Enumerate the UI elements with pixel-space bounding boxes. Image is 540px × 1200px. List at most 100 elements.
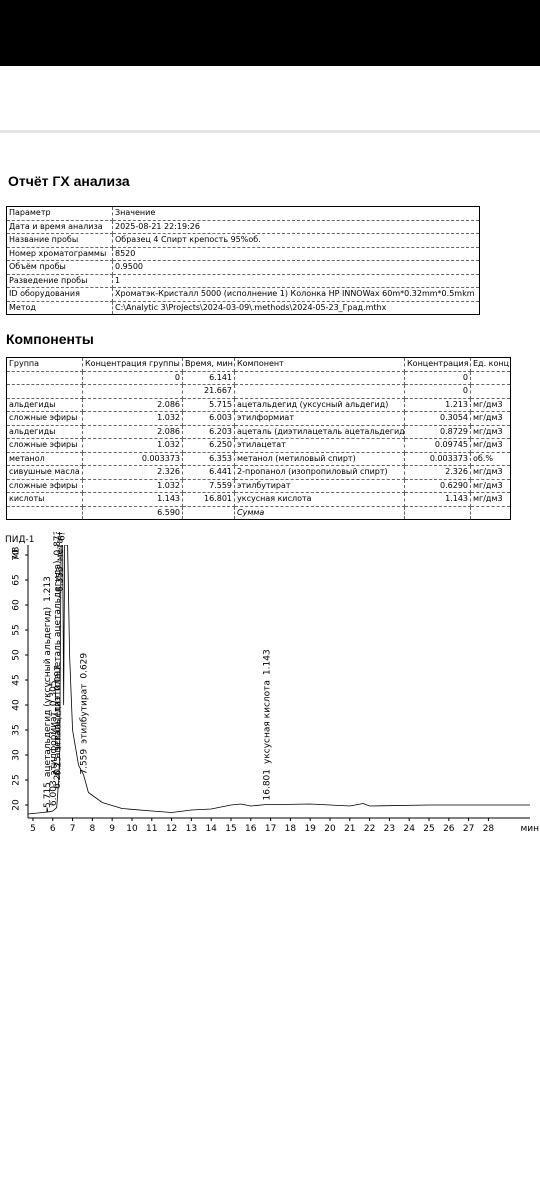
cell: об.%	[470, 451, 511, 466]
trace	[28, 545, 530, 815]
components-title: Компоненты	[6, 331, 94, 347]
x-tick-label: 18	[285, 824, 297, 832]
cell: 6.141	[182, 370, 235, 385]
cell: мг/дм3	[470, 424, 511, 439]
peak-time: 6.353	[56, 566, 66, 592]
y-tick-label: 55	[12, 624, 22, 635]
cell: 8520	[112, 246, 480, 261]
peak-label: 16.801 уксусная кислота 1.143	[263, 649, 273, 800]
row: сложные эфиры 1.032 6.003 этилформиат 0.3054…	[6, 411, 511, 426]
peak-value: 0.097	[54, 665, 64, 691]
cell: 2.086	[82, 397, 183, 412]
cell	[470, 505, 511, 520]
cell: сложные эфиры	[6, 438, 83, 453]
cell	[234, 384, 405, 399]
x-tick-label: 21	[344, 824, 355, 832]
row: 21.667 0	[6, 384, 511, 399]
cell	[470, 384, 511, 399]
x-unit: мин	[520, 824, 539, 832]
cell: 6.003	[182, 411, 235, 426]
cell	[82, 384, 183, 399]
peak-name: метанол (метиловый спирт)	[56, 532, 66, 561]
peak-value: 0.629	[80, 653, 90, 679]
x-tick-label: 10	[126, 824, 138, 832]
cell: 6.590	[82, 505, 183, 520]
y-tick-label: 60	[12, 599, 22, 611]
cell	[404, 505, 471, 520]
x-tick-label: 15	[225, 824, 236, 832]
cell: 6.441	[182, 465, 235, 480]
x-tick-label: 19	[304, 824, 316, 832]
cell: 1.213	[404, 397, 471, 412]
cell: Группа	[6, 357, 83, 372]
peak-time: 6.441	[57, 532, 67, 541]
row: альдегиды 2.086 5.715 ацетальдегид (уксусны…	[6, 397, 511, 412]
cell: Разведение пробы	[6, 273, 113, 288]
row: сложные эфиры 1.032 6.250 этилацетат 0.09745…	[6, 438, 511, 453]
peak-time: 6.25	[54, 756, 64, 776]
x-tick-label: 14	[205, 824, 217, 832]
y-tick-label: 30	[12, 749, 22, 761]
cell: Номер хроматограммы	[6, 246, 113, 261]
cell: этилформиат	[234, 411, 405, 426]
cell: сложные эфиры	[6, 411, 83, 426]
x-tick-label: 26	[443, 824, 455, 832]
cell	[470, 370, 511, 385]
components-table: Группа Концентрация группы Время, мин Компо…	[6, 357, 511, 520]
cell: 21.667	[182, 384, 235, 399]
peak-name: этилбутират	[80, 684, 90, 744]
cell: сивушные масла	[6, 465, 83, 480]
x-tick-label: 27	[463, 824, 474, 832]
y-tick-label: 25	[12, 774, 22, 785]
x-tick-label: 17	[265, 824, 276, 832]
row: метанол 0.003373 6.353 метанол (метиловый с…	[6, 451, 511, 466]
cell: 2025-08-21 22:19:26	[112, 219, 480, 234]
cell: Объём пробы	[6, 260, 113, 275]
row: Метод C:\Analytic 3\Projects\2024-03-09\.…	[6, 300, 480, 315]
cell: мг/дм3	[470, 492, 511, 507]
detector-label: ПИД-1	[5, 535, 35, 545]
peak-name: этилацетат	[54, 696, 64, 751]
cell: 16.801	[182, 492, 235, 507]
cell: Компонент	[234, 357, 405, 372]
separator	[0, 130, 540, 133]
cell	[6, 505, 83, 520]
peak-value: 0.873	[53, 532, 63, 556]
cell: 0.003373	[404, 451, 471, 466]
cell: Концентрация	[404, 357, 471, 372]
cell: 2-пропанол (изопропиловый спирт)	[234, 465, 405, 480]
cell: Название пробы	[6, 233, 113, 248]
peak-name: ацетальдегид (уксусный альдегид)	[43, 607, 53, 777]
y-tick-label: 40	[12, 699, 22, 711]
cell: 7.559	[182, 478, 235, 493]
x-tick-label: 16	[245, 824, 257, 832]
x-tick-label: 8	[89, 824, 95, 832]
cell: Метод	[6, 300, 113, 315]
cell: 1.143	[404, 492, 471, 507]
x-tick-label: 22	[364, 824, 375, 832]
cell: этилбутират	[234, 478, 405, 493]
cell: Концентрация группы	[82, 357, 183, 372]
cell: 6.353	[182, 451, 235, 466]
peak-label: 7.559 этилбутират 0.629	[80, 653, 90, 775]
cell	[234, 370, 405, 385]
cell: Сумма	[234, 505, 405, 520]
y-tick-label: 70	[12, 549, 22, 561]
y-tick-label: 50	[12, 649, 22, 661]
cell: 0	[404, 370, 471, 385]
cell: метанол	[6, 451, 83, 466]
cell: ацеталь (диэтилацеталь ацетальдегида)	[234, 424, 405, 439]
cell: этилацетат	[234, 438, 405, 453]
cell: 0.003373	[82, 451, 183, 466]
x-tick-label: 9	[109, 824, 115, 832]
cell: 5.715	[182, 397, 235, 412]
cell: 0.8729	[404, 424, 471, 439]
header-row: Группа Концентрация группы Время, мин Компо…	[6, 357, 511, 372]
x-tick-label: 13	[186, 824, 197, 832]
total-row: 6.590 Сумма	[6, 505, 511, 520]
cell: 2.326	[82, 465, 183, 480]
peak-label: 6.25 этилацетат 0.097	[54, 665, 64, 776]
